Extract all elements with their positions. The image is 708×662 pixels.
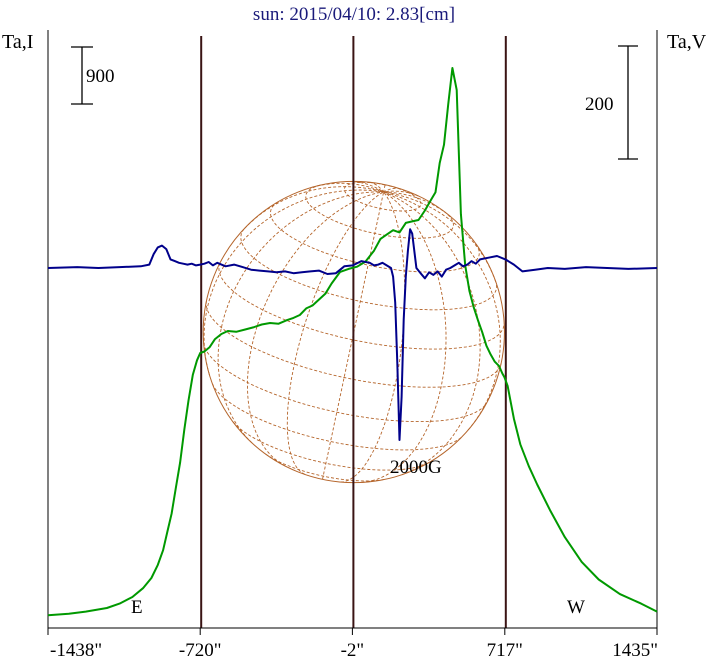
x-tick-label-4: 1435" [612, 640, 658, 661]
limb-label-west: W [567, 597, 585, 618]
right-scale-label: 200 [585, 94, 614, 115]
x-tick-label-1: -720" [179, 640, 222, 661]
chart-title: sun: 2015/04/10: 2.83[cm] [253, 4, 455, 25]
left-axis-label: Ta,I [2, 31, 33, 53]
field-strength-annotation: 2000G [390, 457, 442, 478]
right-scale-bar: 200 [585, 45, 638, 160]
x-tick-label-0: -1438" [50, 640, 102, 661]
left-scale-bar: 900 [71, 46, 115, 105]
x-axis-ticks: -1438" -720" -2" 717" 1435" [47, 628, 658, 661]
vertical-reference-lines [200, 36, 507, 628]
x-tick-label-2: -2" [341, 640, 365, 661]
solar-disk-grid [202, 180, 505, 484]
right-axis-label: Ta,V [667, 31, 707, 53]
x-tick-label-3: 717" [487, 640, 523, 661]
series-line-intensity [47, 67, 658, 617]
left-scale-label: 900 [86, 66, 115, 87]
series-line-polarization [47, 228, 658, 441]
series-layer [47, 67, 658, 617]
limb-label-east: E [131, 597, 143, 618]
